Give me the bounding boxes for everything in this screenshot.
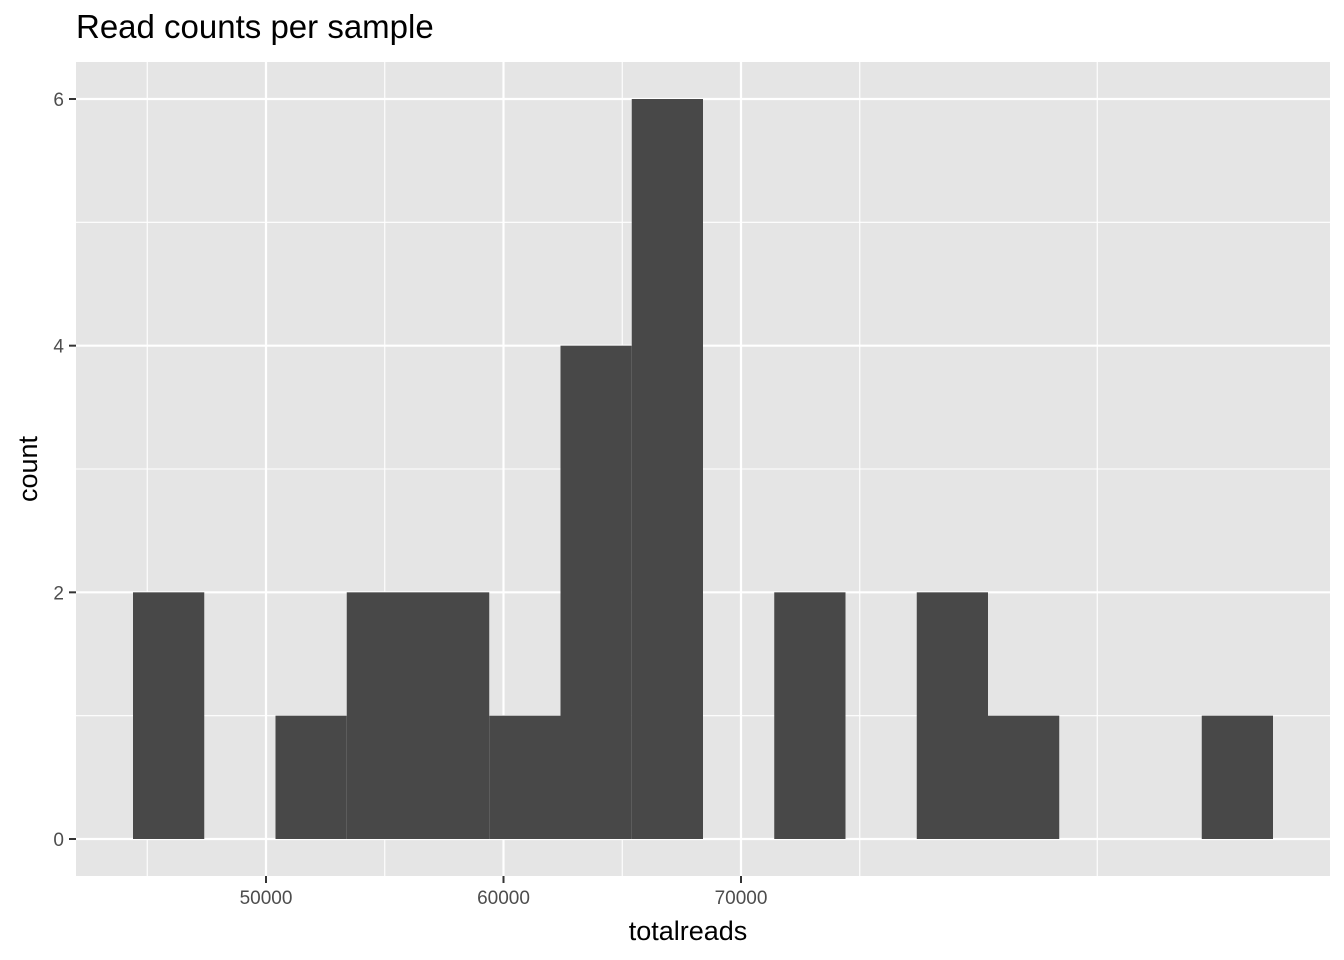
histogram-bar (916, 592, 988, 839)
x-axis-title: totalreads (629, 916, 748, 946)
y-axis: 0 2 4 6 (53, 90, 76, 851)
histogram-bar (275, 715, 347, 839)
y-tick-label: 0 (53, 830, 64, 851)
histogram-bar (133, 592, 205, 839)
chart-title: Read counts per sample (76, 8, 434, 45)
histogram-bar (346, 592, 418, 839)
y-axis-title: count (13, 435, 43, 502)
x-tick-label: 60000 (477, 888, 530, 909)
x-tick-label: 50000 (240, 888, 293, 909)
histogram-bar (1201, 715, 1273, 839)
x-tick-label: 70000 (715, 888, 768, 909)
histogram-bars (133, 99, 1273, 839)
histogram-bar (418, 592, 490, 839)
x-axis: 50000 60000 70000 (240, 876, 768, 909)
histogram-bar (774, 592, 846, 839)
histogram-bar (489, 715, 561, 839)
histogram-bar (631, 99, 703, 839)
histogram-bar (988, 715, 1060, 839)
y-tick-label: 4 (53, 337, 64, 358)
histogram-bar (560, 345, 632, 839)
y-tick-label: 6 (53, 90, 64, 111)
y-tick-label: 2 (53, 583, 64, 604)
